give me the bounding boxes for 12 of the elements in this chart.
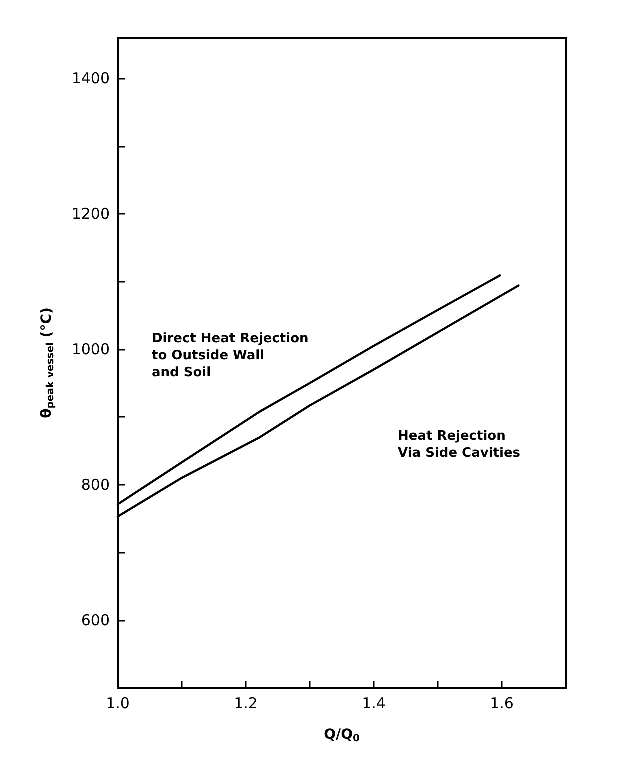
x-tick-label: 1.2 — [234, 694, 258, 712]
annotation: Heat Rejection Via Side Cavities — [398, 429, 521, 461]
y-axis-title: θpeak vessel (°C) — [39, 308, 56, 418]
y-tick-label: 1400 — [72, 70, 110, 88]
x-tick-label: 1.4 — [362, 694, 386, 712]
x-tick-label: 1.6 — [490, 694, 514, 712]
y-tick-label: 800 — [81, 476, 110, 494]
y-tick-label: 1000 — [72, 340, 110, 358]
y-tick-label: 1200 — [72, 205, 110, 224]
annotation: Direct Heat Rejection to Outside Wall and Soil — [152, 332, 309, 380]
y-tick-label: 600 — [81, 611, 110, 630]
x-tick-label: 1.0 — [106, 694, 130, 712]
